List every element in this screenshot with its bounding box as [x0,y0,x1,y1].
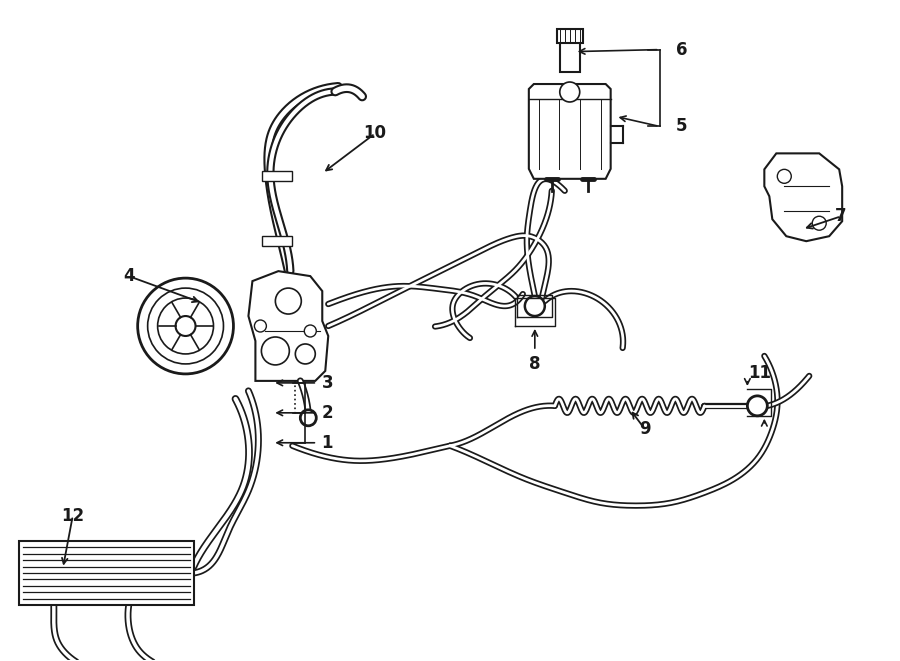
Text: 11: 11 [748,364,770,382]
Circle shape [158,298,213,354]
Text: 2: 2 [321,404,333,422]
Circle shape [255,320,266,332]
Bar [560,40,580,71]
Text: 3: 3 [321,374,333,392]
Bar [19,541,194,605]
Bar [263,236,293,246]
Circle shape [261,337,289,365]
Polygon shape [248,271,328,381]
Circle shape [304,325,316,337]
Circle shape [747,396,768,416]
Circle shape [176,316,195,336]
Bar [263,171,293,181]
Text: 10: 10 [364,124,387,142]
Text: 6: 6 [676,40,688,59]
Text: 8: 8 [529,355,541,373]
Text: 1: 1 [321,434,333,451]
Polygon shape [764,153,842,241]
Text: 4: 4 [123,267,134,285]
Circle shape [778,169,791,183]
Circle shape [275,288,302,314]
Text: 12: 12 [61,506,85,525]
Circle shape [560,82,580,102]
Circle shape [812,216,826,230]
Text: 5: 5 [676,118,688,136]
Text: 7: 7 [835,208,847,225]
Circle shape [148,288,223,364]
Circle shape [301,410,316,426]
Bar [557,28,582,42]
Polygon shape [529,84,611,179]
Circle shape [525,296,544,316]
Circle shape [295,344,315,364]
Circle shape [138,278,233,374]
Text: 9: 9 [639,420,651,438]
